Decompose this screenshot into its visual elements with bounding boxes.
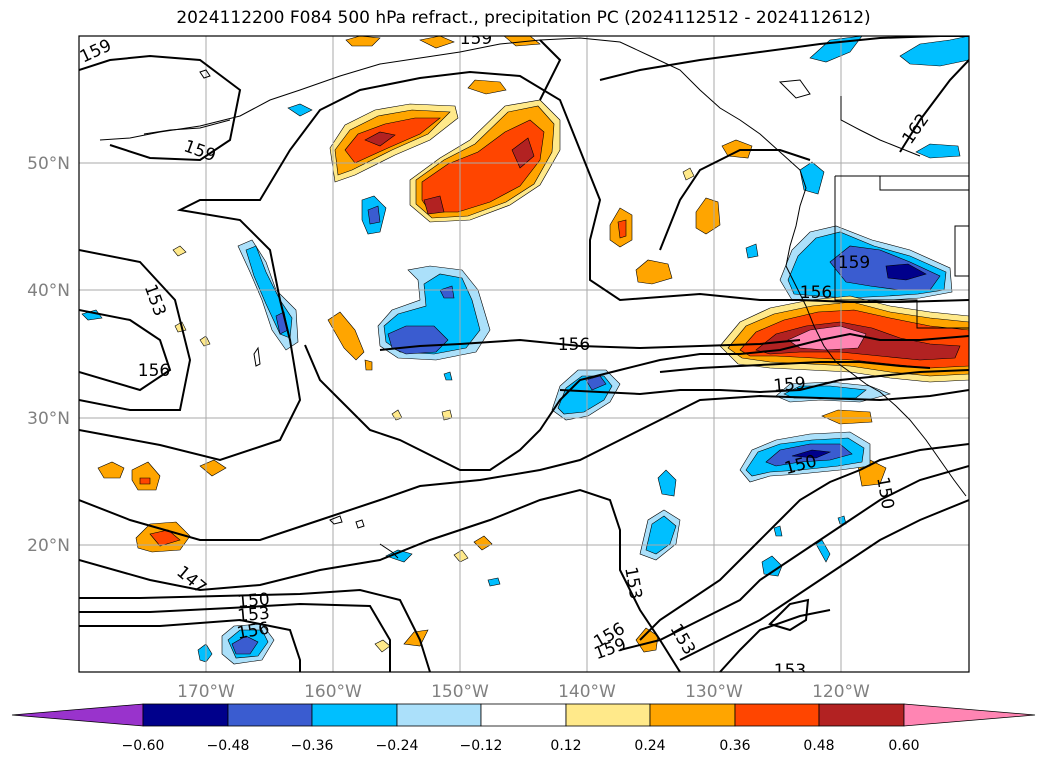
longitude-labels: 170°W 160°W 150°W 140°W 130°W 120°W — [177, 682, 870, 702]
lon-tick-label: 170°W — [177, 682, 235, 702]
lat-tick-label: 30°N — [27, 409, 70, 429]
colorbar-tick-label: −0.48 — [207, 738, 250, 754]
colorbar-ticks: −0.60 −0.48 −0.36 −0.24 −0.12 0.12 0.24 … — [122, 738, 920, 754]
contour-label: 153 — [774, 661, 806, 681]
contour-label: 159 — [460, 29, 492, 49]
contour-label: 159 — [838, 253, 870, 273]
contour-label: 156 — [138, 361, 170, 381]
refractivity-contours — [79, 36, 969, 672]
lat-tick-label: 40°N — [27, 281, 70, 301]
precip-west-coast-system — [719, 36, 969, 483]
precip-scattered-cells — [97, 36, 887, 653]
colorbar-swatch — [734, 703, 820, 727]
lon-tick-label: 140°W — [558, 682, 616, 702]
colorbar-tick-label: 0.24 — [634, 738, 665, 754]
colorbar-tick-label: −0.36 — [291, 738, 334, 754]
colorbar-swatch — [649, 703, 736, 727]
colorbar-tick-label: −0.12 — [460, 738, 503, 754]
map-panel: 159 159 159 162 153 156 156 156 159 159 … — [79, 29, 969, 681]
colorbar-swatch — [227, 703, 313, 727]
contour-label: 156 — [558, 335, 590, 355]
precip-negative-pacific — [81, 103, 847, 665]
colorbar-swatch — [396, 703, 482, 727]
lon-tick-label: 160°W — [304, 682, 362, 702]
lon-tick-label: 150°W — [431, 682, 489, 702]
colorbar — [11, 703, 1036, 727]
colorbar-tick-label: −0.24 — [376, 738, 419, 754]
colorbar-tick-label: 0.36 — [719, 738, 750, 754]
coastlines — [99, 37, 969, 559]
lat-tick-label: 50°N — [27, 154, 70, 174]
colorbar-tick-label: 0.48 — [803, 738, 834, 754]
figure-title: 2024112200 F084 500 hPa refract., precip… — [176, 8, 871, 28]
colorbar-swatch — [565, 703, 651, 727]
colorbar-tick-label: 0.60 — [888, 738, 919, 754]
contour-label: 156 — [800, 283, 832, 303]
lat-tick-label: 20°N — [27, 536, 70, 556]
colorbar-swatch — [311, 703, 398, 727]
colorbar-tick-label: 0.12 — [550, 738, 581, 754]
colorbar-swatch — [818, 703, 905, 727]
precip-positive-north-pacific — [329, 79, 561, 223]
colorbar-extend-high — [903, 703, 1036, 727]
lon-tick-label: 130°W — [685, 682, 743, 702]
precipitation-fields — [81, 36, 969, 665]
colorbar-extend-low — [11, 703, 144, 727]
lon-tick-label: 120°W — [812, 682, 870, 702]
contour-label: 153 — [237, 604, 271, 627]
colorbar-tick-label: −0.60 — [122, 738, 165, 754]
contour-label: 150 — [237, 590, 271, 613]
latitude-labels: 50°N 40°N 30°N 20°N — [27, 154, 70, 556]
map-frame — [78, 35, 970, 673]
colorbar-swatch — [142, 703, 229, 727]
colorbar-swatch — [480, 703, 567, 727]
contour-label: 159 — [773, 374, 807, 397]
